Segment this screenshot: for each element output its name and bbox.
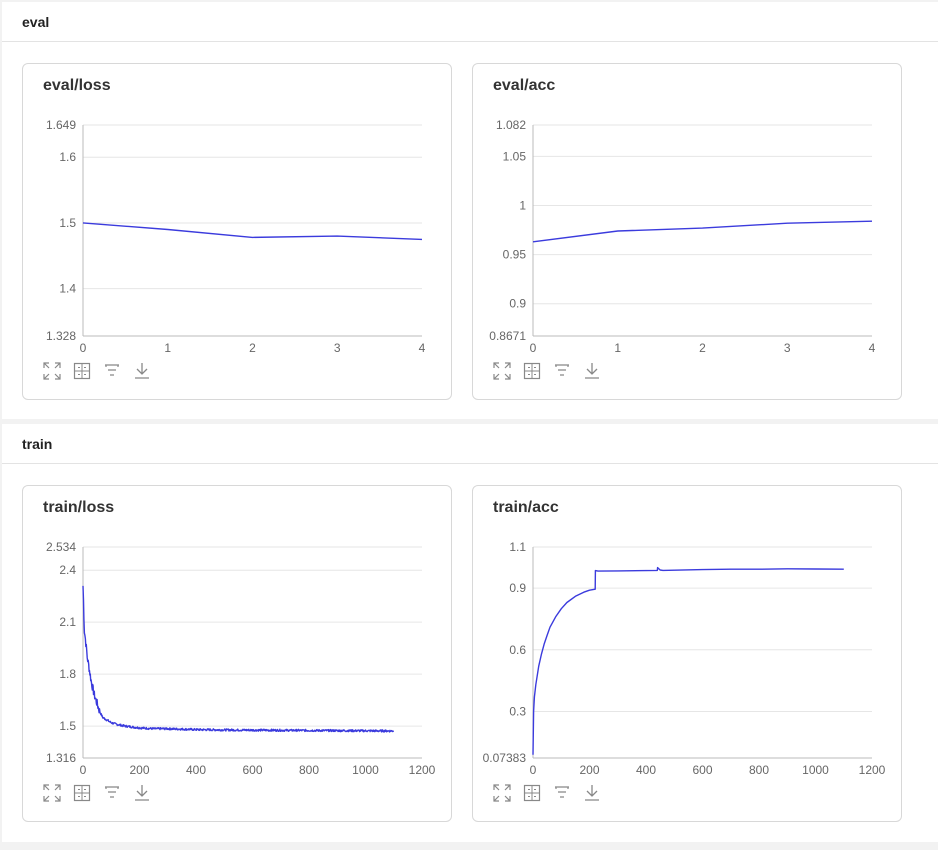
x-tick-label: 1000 (802, 763, 829, 777)
chart-card-eval-acc: eval/acc 0.8671 0.9 0.95 1 1.05 1.082 0 1 2 3 4 (472, 63, 902, 400)
filter-icon[interactable] (103, 784, 121, 802)
y-tick-label: 0.6 (509, 643, 526, 657)
x-tick-label: 3 (784, 341, 791, 355)
filter-icon[interactable] (103, 362, 121, 380)
fit-view-icon[interactable] (73, 784, 91, 802)
chart-title: eval/acc (493, 77, 556, 94)
fit-view-icon[interactable] (523, 784, 541, 802)
y-tick-label: 2.534 (46, 540, 76, 554)
series-line (532, 566, 844, 755)
expand-icon[interactable] (43, 784, 61, 802)
y-tick-label: 2.4 (59, 563, 76, 577)
fit-view-icon[interactable] (523, 362, 541, 380)
chart-toolbar (43, 784, 151, 802)
chart-card-eval-loss: eval/loss 1.328 1.4 1.5 1.6 1.649 0 1 2 3 4 (22, 63, 452, 400)
x-tick-label: 4 (869, 341, 876, 355)
y-tick-label: 0.95 (503, 248, 527, 262)
x-tick-label: 200 (579, 763, 599, 777)
expand-icon[interactable] (493, 362, 511, 380)
chart-card-train-loss: train/loss 1.316 1.5 1.8 2.1 2.4 2.534 0 200 400… (22, 485, 452, 822)
y-tick-label: 0.07383 (483, 751, 527, 765)
group-label: eval (22, 13, 50, 30)
group-header-eval[interactable]: eval (2, 2, 938, 42)
chart-title: train/loss (43, 499, 115, 516)
chart-plot: 0.07383 0.3 0.6 0.9 1.1 0 200 400 600 800 1000 1200 (483, 540, 886, 777)
x-tick-label: 2 (699, 341, 706, 355)
y-tick-label: 0.3 (509, 704, 526, 718)
x-tick-label: 400 (186, 763, 206, 777)
y-tick-label: 1.316 (46, 751, 76, 765)
y-tick-label: 0.8671 (489, 329, 526, 343)
filter-icon[interactable] (553, 784, 571, 802)
expand-icon[interactable] (493, 784, 511, 802)
fit-view-icon[interactable] (73, 362, 91, 380)
x-tick-label: 3 (334, 341, 341, 355)
group-label: train (22, 435, 53, 452)
x-tick-label: 400 (636, 763, 656, 777)
expand-icon[interactable] (43, 362, 61, 380)
y-tick-label: 0.9 (509, 581, 526, 595)
filter-icon[interactable] (553, 362, 571, 380)
x-tick-label: 600 (692, 763, 712, 777)
y-tick-label: 1.5 (59, 719, 76, 733)
y-tick-label: 1.649 (46, 118, 76, 132)
x-tick-label: 1 (614, 341, 621, 355)
chart-plot: 1.328 1.4 1.5 1.6 1.649 0 1 2 3 4 (46, 118, 426, 355)
chart-title: train/acc (493, 499, 559, 516)
y-tick-label: 1.4 (59, 282, 76, 296)
y-tick-label: 1.8 (59, 667, 76, 681)
x-tick-label: 0 (530, 763, 537, 777)
x-tick-label: 1000 (352, 763, 379, 777)
chart-plot: 1.316 1.5 1.8 2.1 2.4 2.534 0 200 400 600 800 1000 1… (46, 540, 436, 777)
x-tick-label: 1200 (409, 763, 436, 777)
download-icon[interactable] (133, 784, 151, 802)
y-tick-label: 1.05 (503, 149, 527, 163)
x-tick-label: 1200 (859, 763, 886, 777)
series-line (532, 220, 873, 243)
chart-toolbar (493, 362, 601, 380)
y-tick-label: 1.328 (46, 329, 76, 343)
y-tick-label: 2.1 (59, 615, 76, 629)
chart-card-train-acc: train/acc 0.07383 0.3 0.6 0.9 1.1 0 200 400 600 8… (472, 485, 902, 822)
chart-toolbar (43, 362, 151, 380)
x-tick-label: 1 (164, 341, 171, 355)
x-tick-label: 0 (80, 763, 87, 777)
chart-toolbar (493, 784, 601, 802)
y-tick-label: 1 (519, 199, 526, 213)
x-tick-label: 4 (419, 341, 426, 355)
x-tick-label: 800 (299, 763, 319, 777)
download-icon[interactable] (583, 362, 601, 380)
x-tick-label: 200 (129, 763, 149, 777)
series-line (82, 222, 423, 241)
y-tick-label: 1.6 (59, 150, 76, 164)
y-tick-label: 1.5 (59, 216, 76, 230)
chart-plot: 0.8671 0.9 0.95 1 1.05 1.082 0 1 2 3 4 (489, 118, 876, 355)
y-tick-label: 1.082 (496, 118, 526, 132)
x-tick-label: 2 (249, 341, 256, 355)
chart-title: eval/loss (43, 77, 111, 94)
download-icon[interactable] (133, 362, 151, 380)
x-tick-label: 0 (80, 341, 87, 355)
series-line (82, 585, 395, 733)
y-tick-label: 0.9 (509, 297, 526, 311)
x-tick-label: 0 (530, 341, 537, 355)
download-icon[interactable] (583, 784, 601, 802)
x-tick-label: 600 (242, 763, 262, 777)
group-header-train[interactable]: train (2, 424, 938, 464)
x-tick-label: 800 (749, 763, 769, 777)
y-tick-label: 1.1 (509, 540, 526, 554)
